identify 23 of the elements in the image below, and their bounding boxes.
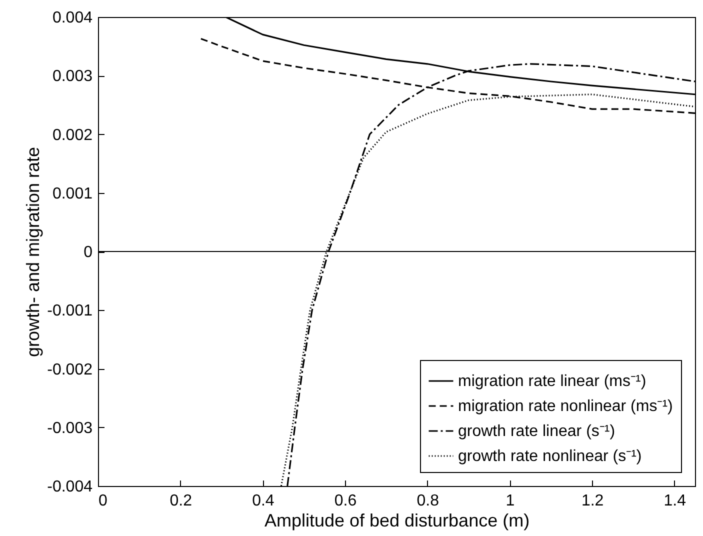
y-axis-title: growth- and migration rate	[23, 146, 44, 358]
x-tick-label: 0.4	[252, 492, 274, 510]
y-tick-label: -0.001	[47, 302, 93, 320]
legend-label: growth rate linear (s⁻¹)	[458, 423, 616, 440]
y-tick-label: -0.003	[47, 420, 93, 437]
x-tick-label: 1	[506, 492, 515, 510]
y-tick-label: -0.002	[47, 361, 93, 378]
x-tick-label: 0	[98, 492, 108, 510]
legend-label: migration rate nonlinear (ms⁻¹)	[458, 398, 673, 415]
y-tick-label: 0	[84, 244, 93, 261]
y-tick-label: 0.004	[52, 10, 93, 26]
y-tick-label: 0.003	[52, 68, 93, 86]
y-tick-label: 0.002	[52, 126, 93, 144]
x-axis-title: Amplitude of bed disturbance (m)	[264, 510, 530, 530]
x-tick-label: 0.2	[170, 492, 192, 510]
y-tick-label: 0.001	[52, 185, 93, 202]
legend-label: migration rate linear (ms⁻¹)	[458, 373, 646, 390]
x-tick-label: 1.2	[581, 492, 604, 510]
x-tick-label: 1.4	[664, 492, 686, 510]
legend-label: growth rate nonlinear (s⁻¹)	[458, 448, 642, 465]
y-tick-label: -0.004	[47, 478, 93, 496]
x-tick-label: 0.8	[416, 492, 440, 510]
x-tick-label: 0.6	[334, 492, 357, 510]
